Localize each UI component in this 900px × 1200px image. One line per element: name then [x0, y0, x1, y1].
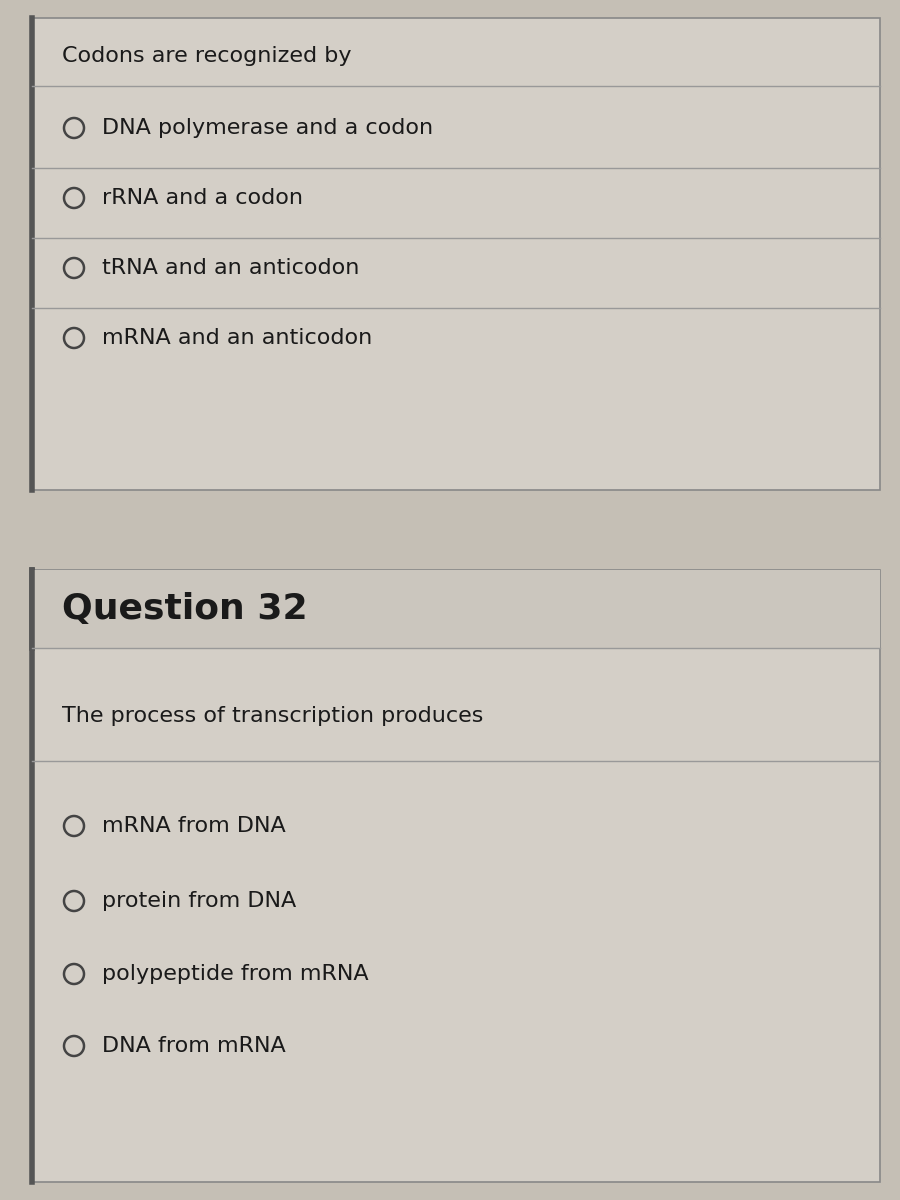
Text: DNA from mRNA: DNA from mRNA: [102, 1036, 286, 1056]
Bar: [32, 18, 880, 490]
Text: mRNA and an anticodon: mRNA and an anticodon: [102, 328, 373, 348]
Text: mRNA from DNA: mRNA from DNA: [102, 816, 286, 836]
Text: Codons are recognized by: Codons are recognized by: [62, 46, 352, 66]
Text: The process of transcription produces: The process of transcription produces: [62, 706, 483, 726]
Text: tRNA and an anticodon: tRNA and an anticodon: [102, 258, 359, 278]
Text: polypeptide from mRNA: polypeptide from mRNA: [102, 964, 369, 984]
Bar: [32, 570, 880, 648]
Bar: [32, 570, 880, 1182]
Text: rRNA and a codon: rRNA and a codon: [102, 188, 303, 208]
Text: protein from DNA: protein from DNA: [102, 890, 296, 911]
Text: Question 32: Question 32: [62, 592, 308, 626]
Text: DNA polymerase and a codon: DNA polymerase and a codon: [102, 118, 433, 138]
